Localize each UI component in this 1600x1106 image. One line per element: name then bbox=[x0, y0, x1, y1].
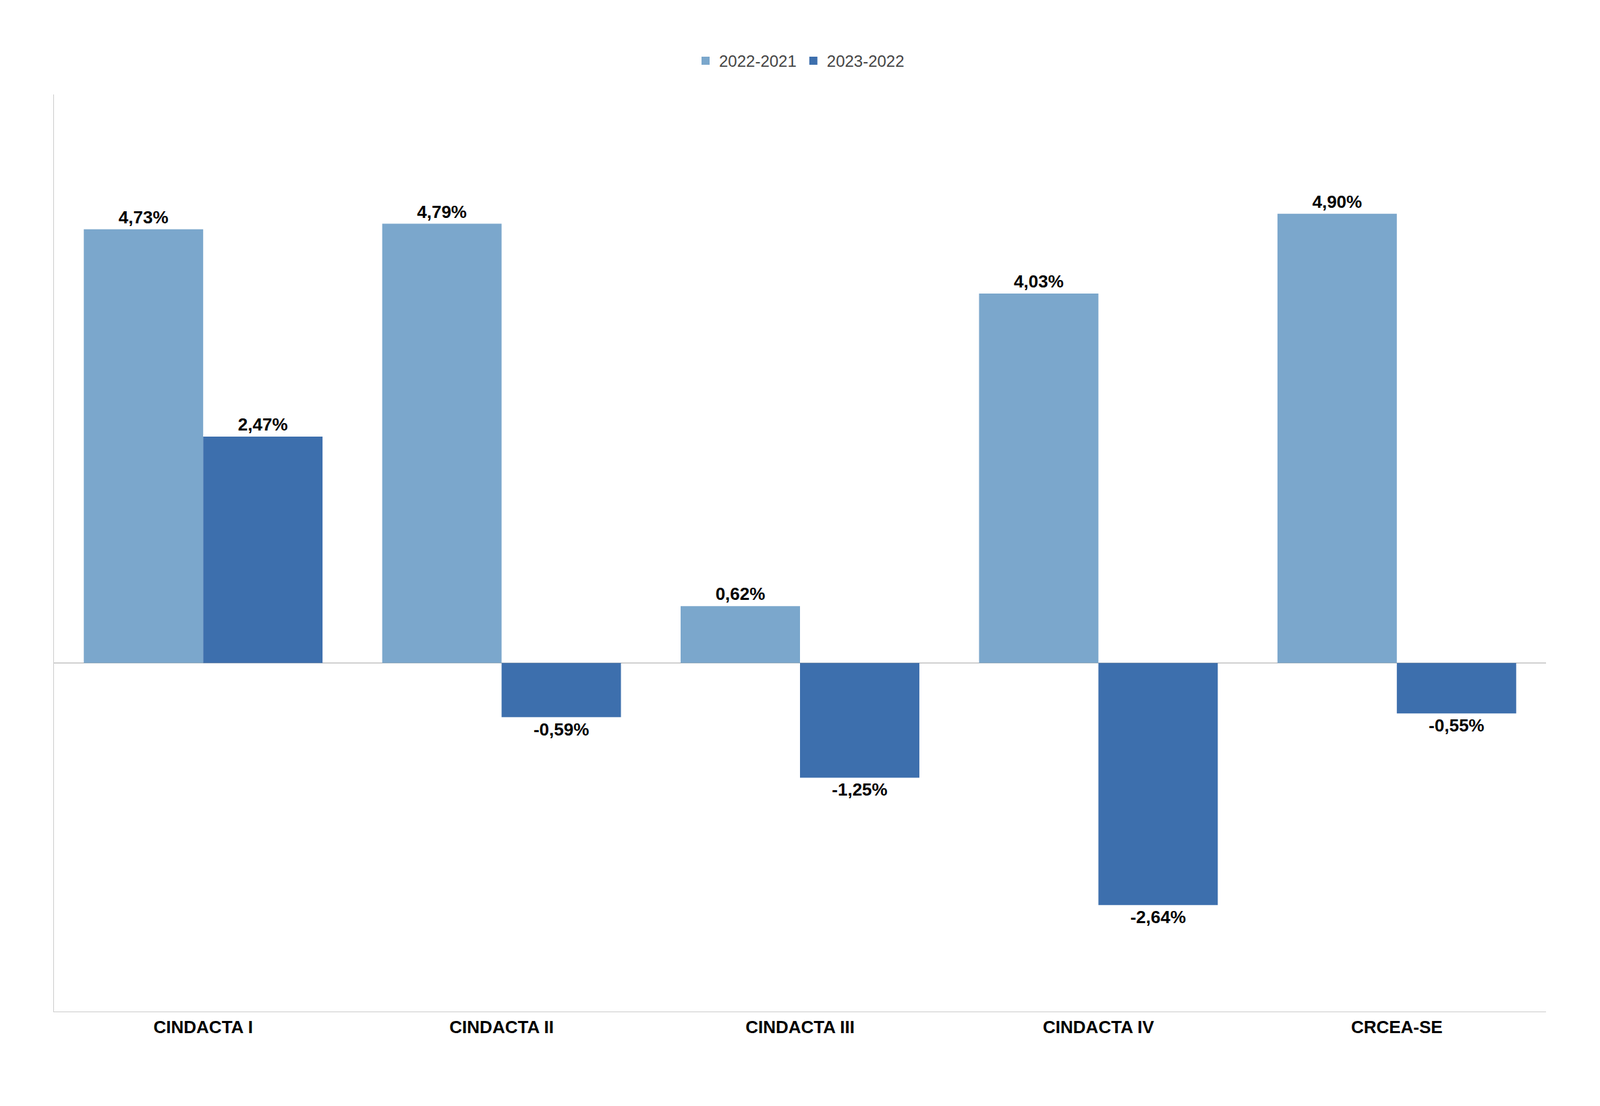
svg-text:CINDACTA IV: CINDACTA IV bbox=[1042, 1016, 1155, 1037]
svg-text:-0,59%: -0,59% bbox=[533, 719, 589, 740]
svg-text:2,47%: 2,47% bbox=[238, 414, 289, 435]
svg-text:-1,25%: -1,25% bbox=[831, 779, 888, 800]
svg-text:4,79%: 4,79% bbox=[416, 201, 467, 222]
svg-text:4,90%: 4,90% bbox=[1311, 191, 1362, 212]
svg-text:0,62%: 0,62% bbox=[715, 583, 766, 604]
svg-text:2023-2022: 2023-2022 bbox=[826, 51, 905, 71]
svg-text:CINDACTA III: CINDACTA III bbox=[745, 1016, 855, 1037]
svg-text:2022-2021: 2022-2021 bbox=[719, 51, 797, 71]
svg-text:-0,55%: -0,55% bbox=[1428, 715, 1484, 736]
svg-text:-2,64%: -2,64% bbox=[1130, 906, 1186, 927]
svg-text:CINDACTA I: CINDACTA I bbox=[153, 1016, 253, 1037]
svg-text:CINDACTA II: CINDACTA II bbox=[449, 1016, 554, 1037]
svg-text:4,03%: 4,03% bbox=[1013, 271, 1064, 292]
svg-text:4,73%: 4,73% bbox=[118, 207, 169, 228]
svg-text:CRCEA-SE: CRCEA-SE bbox=[1351, 1016, 1443, 1037]
